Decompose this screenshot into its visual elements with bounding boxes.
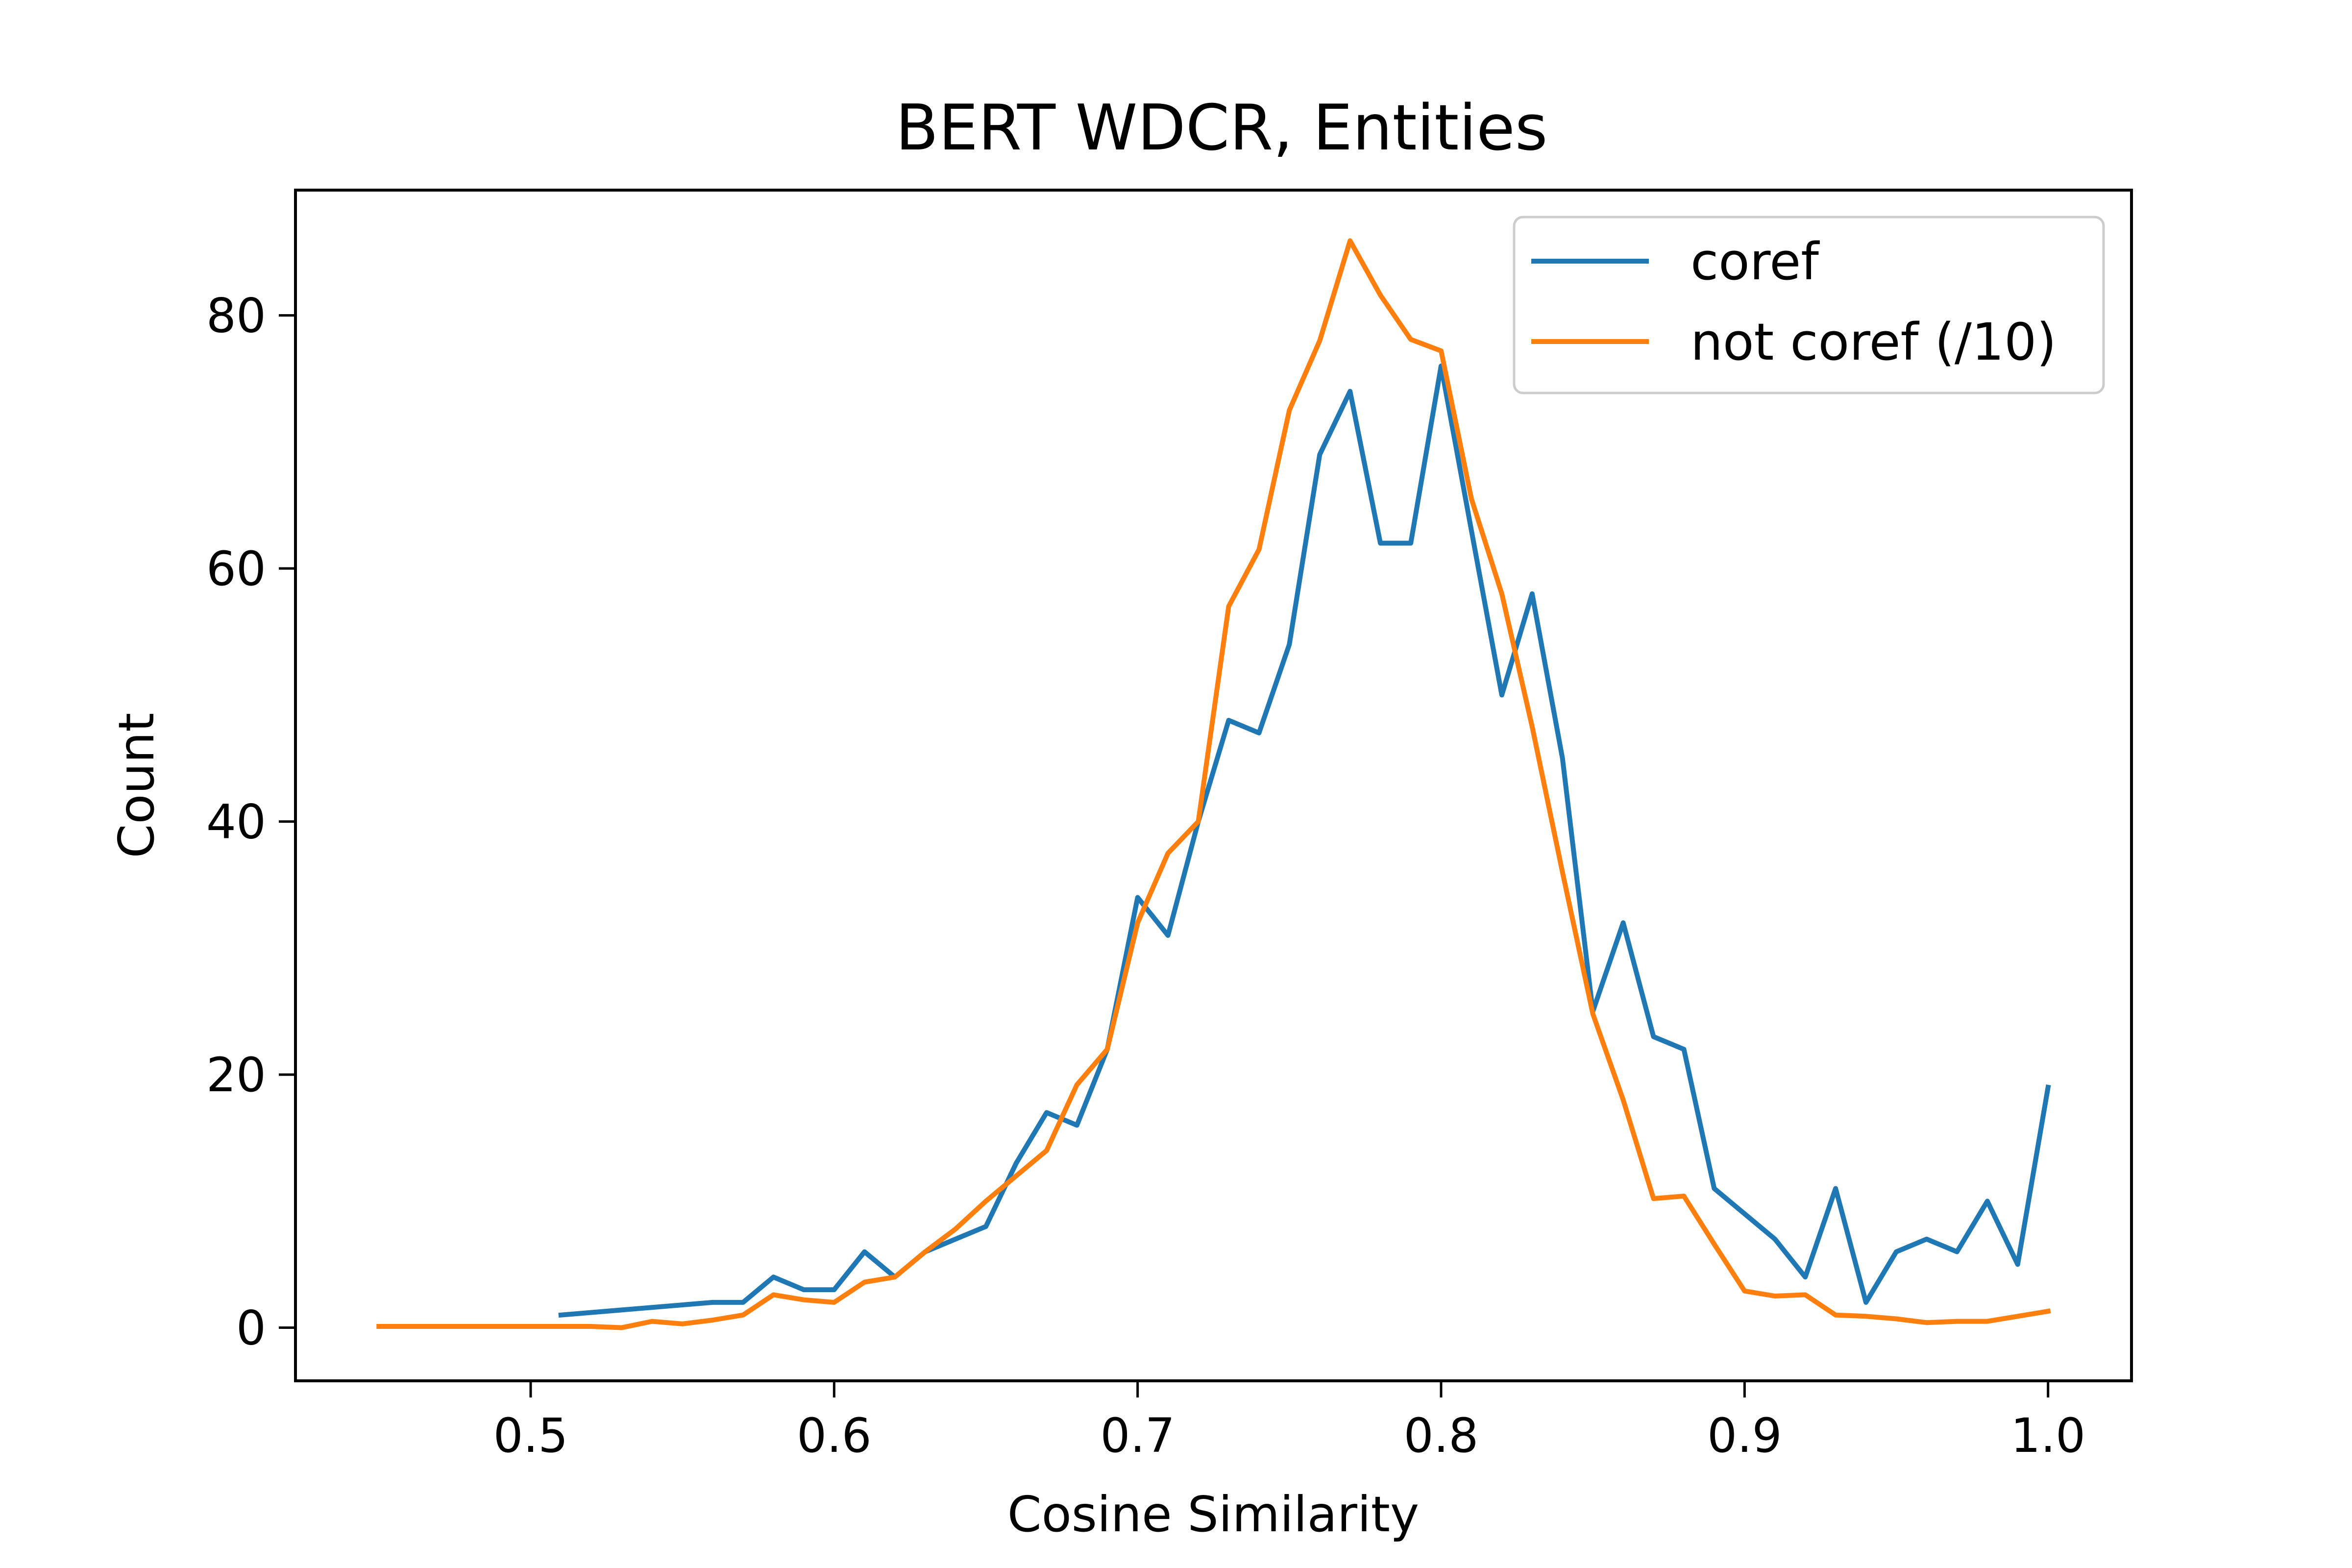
y-axis: 0 20 40 60 80 xyxy=(206,289,295,1356)
x-tick-label: 0.7 xyxy=(1100,1408,1175,1463)
series-0-point-40 xyxy=(1896,1251,1897,1252)
y-tick-label: 0 xyxy=(236,1301,266,1356)
series-0-point-18 xyxy=(1228,720,1229,721)
chart-title: BERT WDCR, Entities xyxy=(896,92,1548,165)
series-1-point-28 xyxy=(1228,606,1229,607)
series-0-point-34 xyxy=(1714,1188,1715,1189)
y-tick-label: 20 xyxy=(206,1048,266,1102)
y-axis-label: Count xyxy=(108,713,165,858)
series-0-point-12 xyxy=(1046,1112,1047,1113)
plot-area xyxy=(294,189,2133,1382)
x-axis: 0.5 0.6 0.7 0.8 0.9 1.0 xyxy=(493,1381,2085,1463)
series-0-point-20 xyxy=(1289,644,1290,645)
y-tick-label: 80 xyxy=(206,289,266,343)
legend: coref not coref (/10) xyxy=(1513,216,2105,394)
series-line-0 xyxy=(558,363,2051,1318)
x-tick-label: 0.8 xyxy=(1404,1408,1479,1463)
series-line-1 xyxy=(376,238,2051,1330)
series-1-point-30 xyxy=(1289,410,1290,411)
series-layer xyxy=(376,238,2051,1330)
series-1-point-54 xyxy=(2017,1316,2018,1317)
series-1-point-27 xyxy=(1198,821,1199,822)
axes-frame xyxy=(294,189,2133,1382)
legend-box xyxy=(1513,216,2105,394)
legend-label-0: coref xyxy=(1690,232,1820,292)
y-tick-label: 40 xyxy=(206,795,266,850)
series-1-point-4 xyxy=(500,1326,501,1327)
series-0-point-32 xyxy=(1653,1036,1654,1037)
series-0-point-29 xyxy=(1562,758,1563,759)
series-0-point-15 xyxy=(1137,897,1138,898)
series-1-point-18 xyxy=(925,1251,926,1252)
series-1-point-1 xyxy=(409,1326,410,1327)
x-tick-label: 0.9 xyxy=(1707,1408,1782,1463)
legend-label-1: not coref (/10) xyxy=(1690,312,2057,372)
series-1-point-11 xyxy=(712,1320,713,1321)
series-1-point-37 xyxy=(1501,593,1502,594)
x-tick-label: 0.6 xyxy=(797,1408,872,1463)
x-tick-label: 1.0 xyxy=(2010,1408,2085,1463)
series-1-point-44 xyxy=(1714,1244,1715,1245)
series-0-point-44 xyxy=(2017,1264,2018,1265)
series-1-point-8 xyxy=(621,1327,622,1328)
y-tick-label: 60 xyxy=(206,541,266,596)
x-axis-label: Cosine Similarity xyxy=(1007,1486,1419,1543)
x-tick-label: 0.5 xyxy=(493,1408,568,1463)
series-1-point-10 xyxy=(682,1323,683,1324)
series-0-point-6 xyxy=(864,1251,865,1252)
